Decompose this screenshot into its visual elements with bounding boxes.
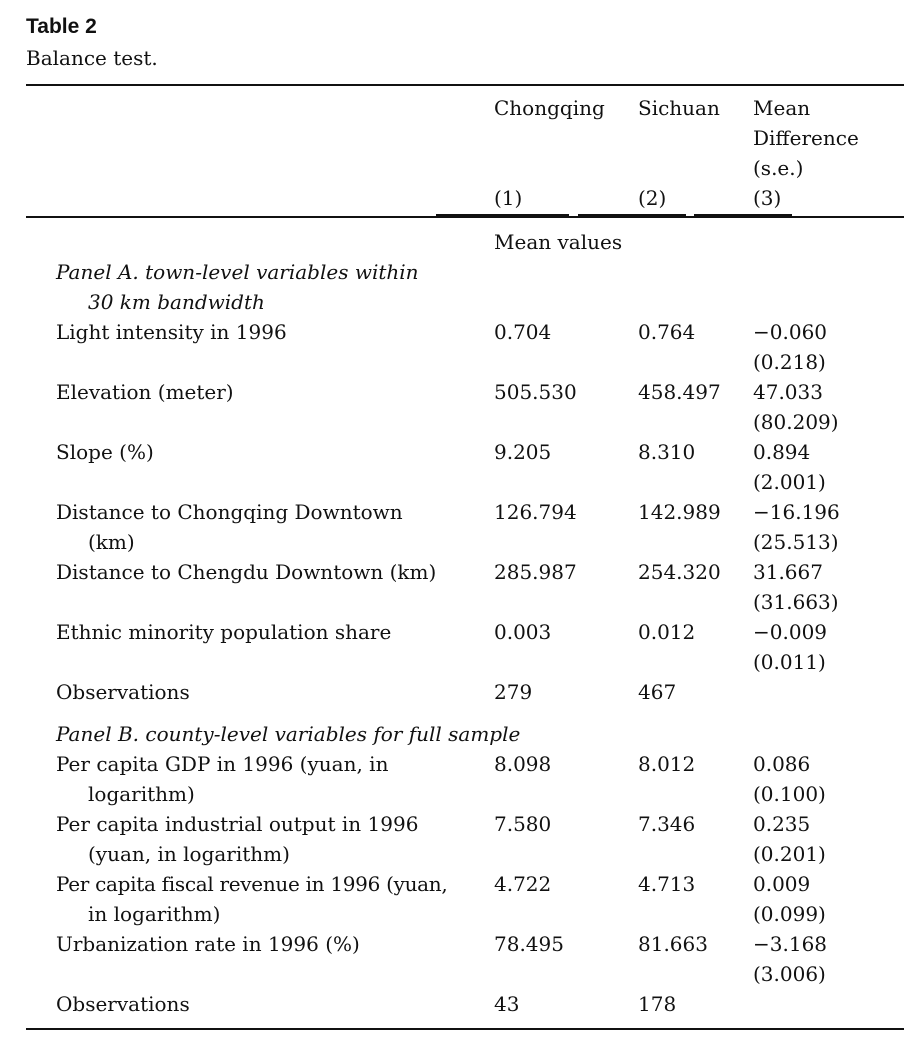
table-caption-title: Table 2	[26, 15, 97, 38]
table-cell-standard-error: (80.209)	[753, 410, 839, 434]
table-cell-chongqing: 0.003	[494, 620, 552, 644]
table-cell-standard-error: (0.099)	[753, 902, 826, 926]
header-col3-number: (3)	[753, 186, 782, 210]
table-cell-sichuan: 254.320	[638, 560, 721, 584]
col3-underline	[694, 214, 792, 216]
table-cell-difference: −0.060	[753, 320, 828, 344]
table-row-label: Ethnic minority population share	[56, 620, 392, 644]
bottom-rule	[26, 1028, 904, 1030]
observations-chongqing: 43	[494, 992, 520, 1016]
table-row-label: Elevation (meter)	[56, 380, 234, 404]
table-cell-standard-error: (0.011)	[753, 650, 826, 674]
table-cell-standard-error: (3.006)	[753, 962, 826, 986]
table-row-label: Per capita GDP in 1996 (yuan, in	[56, 752, 389, 776]
table-row-label-continued: logarithm)	[88, 782, 195, 806]
table-caption-subtitle: Balance test.	[26, 46, 158, 70]
header-col1-number: (1)	[494, 186, 523, 210]
table-row-label-continued: (km)	[88, 530, 135, 554]
header-col1-name: Chongqing	[494, 96, 605, 120]
table-cell-chongqing: 9.205	[494, 440, 552, 464]
table-cell-chongqing: 78.495	[494, 932, 564, 956]
table-cell-chongqing: 4.722	[494, 872, 552, 896]
table-row-label: Light intensity in 1996	[56, 320, 287, 344]
panel-a-title-line1: Panel A. town-level variables within	[56, 260, 419, 284]
table-row-label-continued: (yuan, in logarithm)	[88, 842, 290, 866]
header-col2-name: Sichuan	[638, 96, 720, 120]
table-cell-sichuan: 8.012	[638, 752, 696, 776]
col2-underline	[578, 214, 686, 216]
observations-sichuan: 467	[638, 680, 677, 704]
table-row-label: Slope (%)	[56, 440, 154, 464]
table-cell-standard-error: (25.513)	[753, 530, 839, 554]
table-cell-sichuan: 7.346	[638, 812, 696, 836]
table-cell-chongqing: 126.794	[494, 500, 577, 524]
table-cell-chongqing: 8.098	[494, 752, 552, 776]
panel-b-title: Panel B. county-level variables for full…	[56, 722, 521, 746]
observations-label: Observations	[56, 680, 190, 704]
table-cell-standard-error: (0.100)	[753, 782, 826, 806]
table-cell-sichuan: 0.764	[638, 320, 696, 344]
table-cell-sichuan: 0.012	[638, 620, 696, 644]
table-cell-chongqing: 505.530	[494, 380, 577, 404]
col1-underline	[436, 214, 569, 216]
table-cell-difference: −16.196	[753, 500, 840, 524]
table-row-label: Distance to Chengdu Downtown (km)	[56, 560, 437, 584]
table-row-label: Urbanization rate in 1996 (%)	[56, 932, 360, 956]
table-row-label: Distance to Chongqing Downtown	[56, 500, 403, 524]
mean-values-label: Mean values	[494, 230, 623, 254]
table-cell-sichuan: 142.989	[638, 500, 721, 524]
table-cell-chongqing: 7.580	[494, 812, 552, 836]
table-cell-sichuan: 458.497	[638, 380, 721, 404]
panel-a-title-line2: 30 km bandwidth	[88, 290, 265, 314]
header-col2-number: (2)	[638, 186, 667, 210]
table-row-label-continued: in logarithm)	[88, 902, 221, 926]
table-cell-standard-error: (0.218)	[753, 350, 826, 374]
table-cell-standard-error: (0.201)	[753, 842, 826, 866]
header-col3-line2: Difference	[753, 126, 859, 150]
table-cell-difference: 0.235	[753, 812, 811, 836]
table-cell-chongqing: 285.987	[494, 560, 577, 584]
table-cell-difference: 47.033	[753, 380, 823, 404]
table-cell-difference: 0.894	[753, 440, 811, 464]
observations-chongqing: 279	[494, 680, 533, 704]
table-row-label: Per capita fiscal revenue in 1996 (yuan,	[56, 872, 448, 896]
table-cell-standard-error: (31.663)	[753, 590, 839, 614]
table-cell-difference: 0.009	[753, 872, 811, 896]
observations-label: Observations	[56, 992, 190, 1016]
table-cell-standard-error: (2.001)	[753, 470, 826, 494]
table-cell-difference: −3.168	[753, 932, 828, 956]
table-cell-sichuan: 4.713	[638, 872, 696, 896]
table-cell-difference: 31.667	[753, 560, 823, 584]
table-cell-chongqing: 0.704	[494, 320, 552, 344]
header-rule	[26, 216, 904, 218]
observations-sichuan: 178	[638, 992, 677, 1016]
table-cell-difference: 0.086	[753, 752, 811, 776]
header-col3-line3: (s.e.)	[753, 156, 804, 180]
table-row-label: Per capita industrial output in 1996	[56, 812, 419, 836]
table-cell-difference: −0.009	[753, 620, 828, 644]
table-cell-sichuan: 8.310	[638, 440, 696, 464]
table-cell-sichuan: 81.663	[638, 932, 708, 956]
top-rule	[26, 84, 904, 86]
header-col3-line1: Mean	[753, 96, 811, 120]
